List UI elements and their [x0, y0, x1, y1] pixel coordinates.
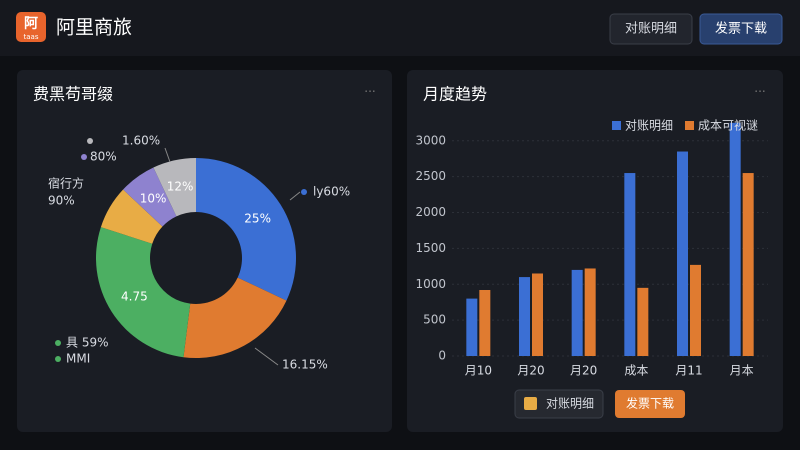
bar	[466, 298, 478, 356]
header-button-text[interactable]: 对账明细	[625, 22, 677, 37]
bar	[479, 289, 491, 356]
logo	[16, 12, 46, 42]
segment-label: 25%	[244, 211, 271, 225]
x-tick-label: 月20	[570, 364, 597, 378]
header-button[interactable]	[699, 13, 783, 45]
menu-dots[interactable]: ···	[754, 85, 765, 99]
bar	[584, 268, 596, 356]
y-tick-label: 3000	[415, 133, 446, 147]
bar	[519, 277, 530, 356]
bar	[637, 287, 649, 356]
label-dot	[55, 356, 61, 362]
panel	[407, 70, 783, 432]
legend-label: 对账明细	[625, 119, 673, 133]
segment-label: 4.75	[121, 290, 148, 304]
logo-text: 阿	[24, 16, 38, 32]
bar	[532, 273, 543, 356]
outer-label: 宿行方	[48, 176, 84, 191]
leader-line	[254, 347, 279, 366]
panel-title: 费黑苟哥缀	[33, 85, 113, 104]
panel	[17, 70, 392, 432]
donut-segment	[96, 227, 191, 358]
y-tick-label: 1500	[415, 241, 446, 255]
outer-label: 1.60%	[122, 134, 160, 148]
bar	[742, 173, 754, 356]
y-tick-label: 2500	[415, 169, 446, 183]
outer-label: 80%	[90, 150, 117, 164]
panel-title: 月度趋势	[423, 85, 487, 104]
legend-swatch	[612, 121, 621, 130]
donut-segment	[153, 158, 196, 217]
bar	[624, 173, 636, 356]
x-tick-label: 月20	[517, 364, 544, 378]
bar	[729, 122, 741, 356]
button-icon[interactable]	[524, 397, 537, 410]
outer-label: 具 59%	[66, 336, 109, 350]
header-button-text[interactable]: 发票下载	[715, 21, 767, 37]
y-tick-label: 2000	[415, 205, 446, 219]
outer-label: ly60%	[313, 185, 350, 199]
segment-label: 10%	[140, 191, 167, 205]
donut-segment	[196, 158, 296, 301]
chart-button[interactable]	[514, 389, 604, 419]
bar	[690, 264, 701, 356]
label-dot	[55, 340, 61, 346]
x-tick-label: 月10	[465, 364, 492, 378]
leader-line	[289, 191, 301, 201]
segment-label: 12%	[167, 179, 194, 193]
y-tick-label: 500	[423, 313, 446, 327]
header-button[interactable]	[609, 13, 693, 45]
outer-label: 90%	[48, 194, 75, 208]
donut-segment	[123, 167, 177, 227]
y-tick-label: 0	[438, 349, 446, 363]
bar	[571, 269, 583, 356]
x-tick-label: 月本	[730, 364, 754, 378]
donut-segment	[183, 277, 287, 358]
legend-label: 成本可视谜	[698, 118, 758, 133]
logo-sub: taas	[24, 33, 39, 41]
menu-dots[interactable]: ···	[364, 85, 375, 99]
outer-label: 16.15%	[282, 358, 328, 372]
y-tick-label: 1000	[415, 277, 446, 291]
chart-button[interactable]	[615, 390, 685, 418]
label-dot	[87, 138, 93, 144]
chart-button-text[interactable]: 发票下载	[626, 396, 674, 411]
legend-swatch	[685, 121, 694, 130]
label-dot	[301, 189, 307, 195]
chart-button-text[interactable]: 对账明细	[546, 397, 594, 411]
x-tick-label: 成本	[624, 364, 648, 378]
x-tick-label: 月11	[675, 364, 702, 378]
leader-line	[164, 147, 171, 163]
label-dot	[81, 154, 87, 160]
outer-label: MMI	[66, 352, 90, 366]
bar	[677, 151, 688, 356]
app-title: 阿里商旅	[56, 17, 132, 39]
donut-segment	[100, 189, 163, 244]
